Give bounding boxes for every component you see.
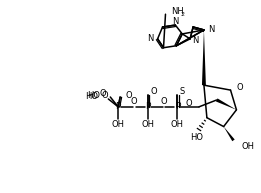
Text: O: O [125, 91, 132, 100]
Text: NH: NH [171, 7, 184, 16]
Text: O: O [131, 97, 137, 106]
Text: OH: OH [141, 120, 154, 129]
Text: P: P [175, 102, 180, 111]
Text: O: O [101, 91, 108, 100]
Text: P: P [115, 102, 121, 111]
Text: O: O [160, 97, 167, 106]
Text: P: P [145, 102, 150, 111]
Text: N: N [147, 34, 154, 43]
Polygon shape [224, 127, 235, 141]
Text: O: O [186, 99, 192, 108]
Polygon shape [216, 98, 236, 110]
Text: OH: OH [241, 142, 254, 151]
Text: O: O [151, 87, 157, 96]
Text: N: N [192, 36, 198, 45]
Polygon shape [202, 30, 206, 85]
Text: N: N [172, 17, 179, 26]
Text: OH: OH [171, 120, 184, 129]
Text: HO: HO [191, 133, 204, 142]
Text: S: S [179, 87, 185, 96]
Text: 2: 2 [180, 12, 184, 17]
Text: HO: HO [85, 91, 98, 101]
Text: O: O [100, 89, 106, 97]
Text: OH: OH [112, 120, 125, 129]
Text: N: N [208, 25, 214, 35]
Text: O: O [236, 83, 243, 92]
Text: HO: HO [87, 91, 100, 100]
